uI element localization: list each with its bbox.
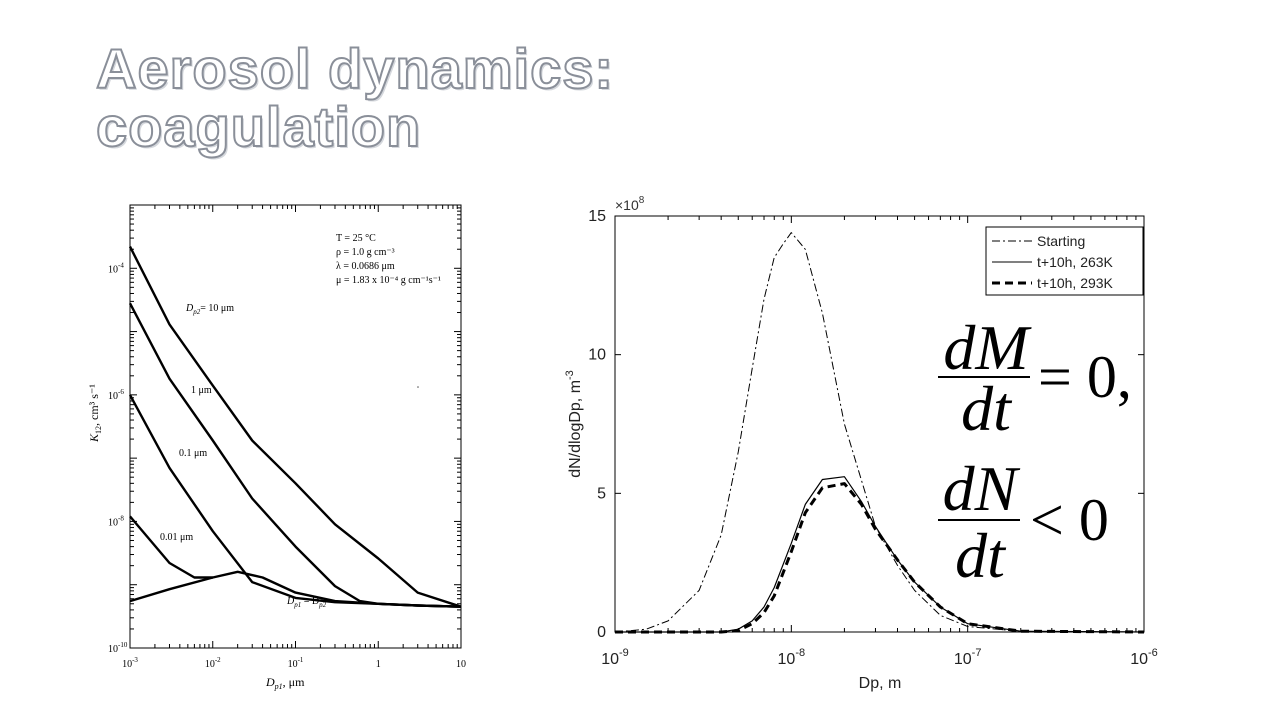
chart2-x-axis-label: Dp, m bbox=[859, 675, 902, 692]
chart2-y-multiplier: ×108 bbox=[615, 195, 645, 213]
slide-title-line2: coagulation bbox=[95, 95, 422, 158]
chart2-x-tick-label: 10-8 bbox=[778, 647, 806, 668]
chart1-x-tick-label: 1 bbox=[376, 659, 381, 670]
curve-label-0.1um: 0.1 μm bbox=[179, 448, 207, 459]
condition-temperature: T = 25 °C bbox=[336, 233, 376, 244]
eq1-numerator: dM bbox=[943, 312, 1032, 383]
chart1-y-tick-label: 10-6 bbox=[108, 388, 124, 402]
chart1-x-tick-label: 10-3 bbox=[122, 656, 138, 670]
eq2-denominator: dt bbox=[955, 520, 1007, 591]
chart1-series-line-0 bbox=[128, 246, 462, 608]
legend-label-293k: t+10h, 293K bbox=[1037, 275, 1114, 291]
chart2-y-tick-label: 10 bbox=[588, 347, 606, 364]
chart2-plot-frame bbox=[614, 215, 1145, 633]
chart1-series-line-3 bbox=[129, 515, 213, 579]
curve-label-equal-diameters: Dp1 = Dp2 bbox=[286, 596, 327, 609]
chart1-y-axis-label: K12, cm³ s⁻¹ bbox=[87, 384, 103, 443]
chart2-y-tick-label: 0 bbox=[597, 624, 606, 641]
chart1-series-line-4 bbox=[129, 570, 462, 608]
chart2-series-line-1 bbox=[615, 476, 1145, 633]
equation-mass-conservation: dM dt = 0, bbox=[938, 312, 1132, 444]
curve-label-1um: 1 μm bbox=[191, 385, 212, 396]
chart1-y-tick-label: 10-4 bbox=[108, 261, 124, 275]
chart2-y-tick-label: 15 bbox=[588, 208, 606, 225]
legend-label-starting: Starting bbox=[1037, 233, 1085, 249]
condition-viscosity: μ = 1.83 x 10⁻⁴ g cm⁻¹s⁻¹ bbox=[336, 275, 441, 286]
chart2-y-axis-label: dN/dlogDp, m-3 bbox=[564, 370, 584, 478]
chart1-conditions: T = 25 °C ρ = 1.0 g cm⁻³ λ = 0.0686 μm μ… bbox=[336, 233, 441, 286]
chart1-y-tick-label: 10-10 bbox=[108, 641, 128, 655]
chart2-x-tick-label: 10-9 bbox=[601, 647, 629, 668]
slide-title: Aerosol dynamics: coagulation bbox=[95, 37, 615, 158]
condition-mean-free-path: λ = 0.0686 μm bbox=[336, 261, 395, 272]
chart2-legend: Starting t+10h, 263K t+10h, 293K bbox=[985, 226, 1144, 296]
chart1-x-axis-label: Dp1, μm bbox=[265, 675, 305, 691]
curve-label-10um: Dp2= 10 μm bbox=[185, 303, 234, 316]
chart2-x-tick-label: 10-6 bbox=[1130, 647, 1158, 668]
condition-density: ρ = 1.0 g cm⁻³ bbox=[336, 247, 395, 258]
eq1-denominator: dt bbox=[961, 373, 1013, 444]
chart1-speck bbox=[417, 386, 419, 388]
eq2-rest: < 0 bbox=[1030, 487, 1109, 553]
eq2-numerator: dN bbox=[943, 453, 1021, 524]
chart2-x-tick-label: 10-7 bbox=[954, 647, 982, 668]
chart2-series-line-2 bbox=[615, 482, 1145, 634]
curve-label-0.01um: 0.01 μm bbox=[160, 532, 193, 543]
slide-title-line1: Aerosol dynamics: bbox=[95, 37, 615, 100]
chart1-x-tick-label: 10-2 bbox=[205, 656, 221, 670]
chart1-x-tick-label: 10-1 bbox=[288, 656, 304, 670]
legend-label-263k: t+10h, 263K bbox=[1037, 254, 1114, 270]
chart1-x-tick-label: 10 bbox=[456, 659, 466, 670]
chart2-series-line-0 bbox=[614, 232, 1145, 633]
chart2-y-tick-label: 5 bbox=[597, 485, 606, 502]
chart1-y-tick-label: 10-8 bbox=[108, 514, 124, 528]
eq1-rest: = 0, bbox=[1038, 344, 1132, 410]
equation-number-decrease: dN dt < 0 bbox=[938, 453, 1109, 591]
